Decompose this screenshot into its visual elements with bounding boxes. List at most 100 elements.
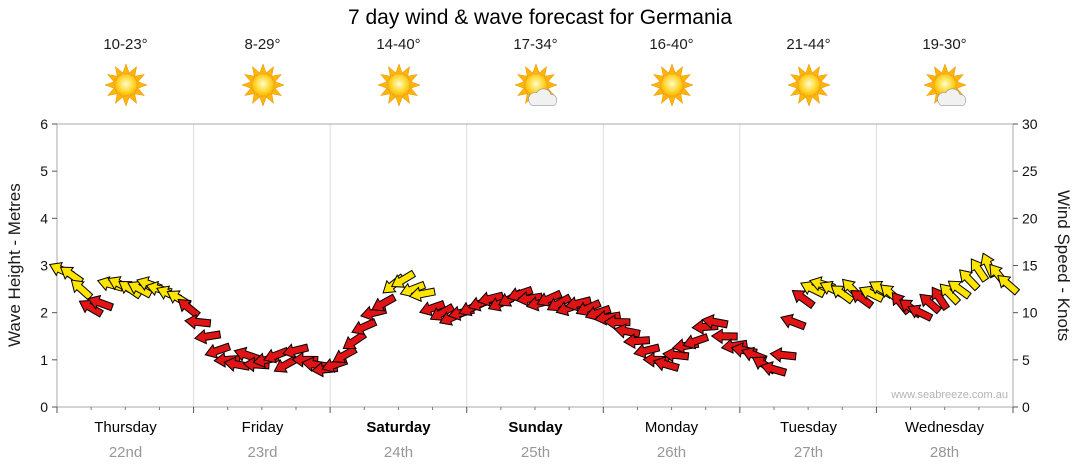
sun-ray — [127, 92, 137, 104]
sun-ray — [531, 63, 540, 74]
sun-ray — [400, 66, 410, 78]
sun-ray — [816, 87, 828, 96]
day-label: Tuesday — [780, 419, 837, 436]
wind-arrow — [760, 360, 788, 377]
sun-ray — [376, 81, 388, 89]
cloud-icon — [527, 88, 557, 107]
sun-ray — [922, 81, 934, 89]
sun-disc — [387, 73, 410, 97]
sun-ray — [543, 74, 555, 83]
sun-ray — [270, 74, 282, 83]
wind-arrow — [662, 346, 690, 363]
sun-ray — [273, 81, 285, 89]
sun-ray — [952, 74, 964, 83]
left-axis-tick-label: 6 — [40, 116, 48, 132]
wind-arrow — [564, 296, 592, 312]
sun-ray — [121, 96, 130, 107]
right-axis-tick-label: 5 — [1022, 352, 1030, 368]
day-label: Sunday — [508, 419, 563, 436]
sun-ray — [114, 92, 124, 104]
sun-ray — [406, 74, 418, 83]
day-forecast-header: 19-30° — [876, 36, 1013, 108]
plot-border — [56, 123, 1014, 408]
sun-ray — [387, 92, 397, 104]
wind-arrow — [791, 290, 816, 310]
sun-ray — [679, 87, 691, 96]
temperature-range: 8-29° — [244, 36, 281, 53]
day-date: 28th — [929, 444, 960, 461]
sun-rays — [103, 63, 148, 107]
sun-ray — [379, 74, 391, 83]
sun-ray — [810, 66, 820, 78]
sun-disc — [114, 73, 137, 97]
sun-ray — [933, 66, 943, 78]
wind-arrow — [682, 333, 710, 350]
day-forecast-header: 17-34° — [467, 36, 604, 108]
sun-ray — [379, 87, 391, 96]
sunny-icon — [649, 63, 694, 107]
sun-ray — [243, 74, 255, 83]
sun-ray — [251, 92, 261, 104]
wind-arrow — [429, 303, 456, 321]
sun-ray — [136, 81, 148, 89]
sun-ray — [940, 63, 949, 74]
right-axis-tick-label: 20 — [1022, 210, 1038, 226]
temperature-range: 19-30° — [922, 36, 967, 53]
sun-ray — [400, 92, 410, 104]
sun-ray — [652, 87, 664, 96]
sun-ray — [925, 74, 937, 83]
wind-arrow — [193, 328, 222, 345]
wind-arrow — [780, 313, 807, 331]
temperature-range: 16-40° — [649, 36, 694, 53]
wind-arrow — [213, 352, 241, 368]
sun-ray — [816, 74, 828, 83]
sun-disc — [660, 73, 683, 97]
weather-icon — [194, 62, 331, 108]
sun-ray — [819, 81, 831, 89]
page-title: 7 day wind & wave forecast for Germania — [347, 6, 732, 29]
day-forecast-header: 10-23° — [57, 36, 194, 108]
sun-ray — [251, 66, 261, 78]
sun-ray — [649, 81, 661, 89]
sun-ray — [133, 74, 145, 83]
right-axis-tick-label: 25 — [1022, 163, 1038, 179]
cloud-icon — [936, 88, 966, 107]
wind-arrow — [78, 299, 104, 318]
partly-cloudy-icon — [922, 63, 967, 107]
left-axis-tick-label: 5 — [40, 163, 48, 179]
day-date: 23rd — [247, 444, 278, 461]
sun-ray — [804, 63, 813, 74]
wind-arrow — [184, 313, 212, 330]
day-date: 25th — [520, 444, 551, 461]
y-axis-left-title: Wave Height - Metres — [5, 183, 24, 348]
temperature-range: 21-44° — [786, 36, 831, 53]
sun-ray — [516, 87, 528, 96]
sun-ray — [546, 81, 558, 89]
sun-ray — [513, 81, 525, 89]
right-axis-tick-label: 30 — [1022, 116, 1038, 132]
wind-arrows — [48, 252, 1021, 378]
wind-arrow — [204, 342, 232, 359]
wind-arrow — [87, 294, 115, 312]
sun-ray — [679, 74, 691, 83]
sun-ray — [667, 96, 676, 107]
wind-arrow — [970, 258, 990, 283]
temperature-range: 14-40° — [376, 36, 421, 53]
sun-ray — [797, 92, 807, 104]
sunny-icon — [376, 63, 421, 107]
sun-ray — [955, 81, 967, 89]
wind-arrow — [997, 274, 1021, 296]
sun-rays — [786, 63, 831, 107]
wind-arrow — [959, 269, 981, 292]
sun-ray — [394, 96, 403, 107]
sun-ray — [786, 81, 798, 89]
wind-arrow — [769, 346, 797, 363]
sun-ray — [258, 96, 267, 107]
sunny-icon — [786, 63, 831, 107]
wind-arrow — [371, 293, 397, 312]
weather-icon — [467, 62, 604, 108]
day-date: 22nd — [108, 444, 143, 461]
sun-ray — [114, 66, 124, 78]
sun-ray — [682, 81, 694, 89]
right-axis-tick-label: 15 — [1022, 258, 1038, 274]
